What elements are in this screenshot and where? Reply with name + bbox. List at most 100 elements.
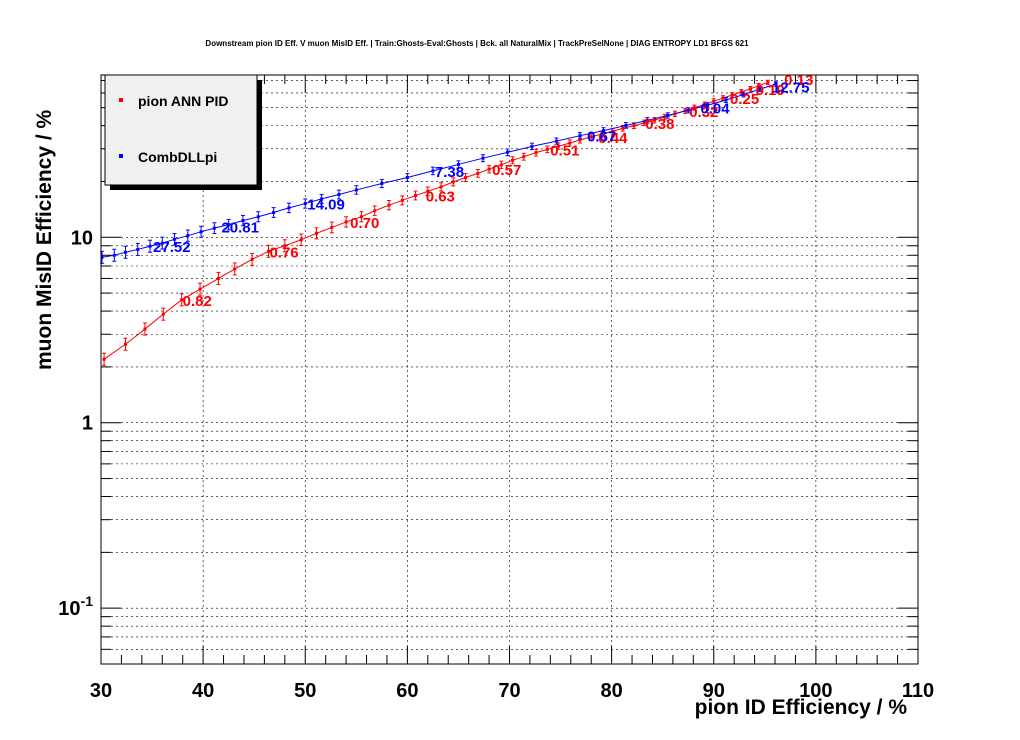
data-point (185, 229, 190, 242)
data-point (662, 113, 667, 121)
data-point (692, 104, 697, 111)
y-tick-labels: 10-1 1 10 (58, 227, 93, 620)
data-point (282, 239, 287, 253)
series-combdllpi (100, 81, 779, 264)
cut-value-label: 27.52 (153, 239, 191, 256)
legend-label-combdllpi: CombDLLpi (138, 149, 217, 165)
x-tick-label: 110 (902, 680, 934, 702)
data-point (266, 244, 271, 258)
data-point (475, 169, 480, 178)
data-point (463, 173, 468, 182)
data-point (232, 262, 237, 276)
data-point (724, 97, 729, 103)
data-point (112, 248, 117, 262)
data-point (521, 152, 526, 161)
series-layer (100, 79, 779, 366)
cut-value-label: 0.57 (492, 162, 521, 179)
data-point (534, 148, 539, 157)
data-point (198, 282, 203, 296)
data-point (425, 186, 430, 197)
x-tick-label: 70 (498, 680, 520, 702)
data-point (142, 322, 147, 336)
data-point (135, 242, 140, 256)
data-point (645, 117, 650, 124)
data-point (529, 142, 534, 151)
data-point (102, 352, 107, 366)
data-point (439, 182, 444, 192)
x-tick-labels: 30 40 50 60 70 80 90 100 110 (90, 680, 934, 702)
y-tick-label: 10 (71, 227, 93, 249)
data-point (299, 233, 304, 247)
cut-value-label: 0.63 (426, 188, 455, 205)
data-point (480, 154, 485, 163)
data-point (314, 227, 319, 240)
data-point (199, 225, 204, 238)
cut-value-label: 14.09 (307, 197, 345, 214)
data-point (430, 166, 435, 176)
data-point (499, 160, 504, 169)
data-point (413, 190, 418, 201)
data-point (123, 245, 128, 259)
data-point (757, 86, 762, 92)
chart-title: Downstream pion ID Eff. V muon MisID Eff… (205, 39, 749, 48)
data-point (765, 79, 770, 86)
x-tick-label: 100 (799, 680, 832, 702)
data-point (303, 198, 308, 209)
data-point (250, 252, 255, 266)
legend-box (104, 74, 258, 186)
legend-label-pion-ann-pid: pion ANN PID (138, 93, 228, 109)
data-point (510, 156, 515, 165)
data-point (148, 239, 153, 253)
x-tick-label: 90 (703, 680, 725, 702)
data-point (567, 139, 572, 147)
x-tick-label: 60 (396, 680, 418, 702)
x-tick-label: 80 (601, 680, 623, 702)
data-point (379, 178, 384, 189)
legend: pion ANN PID CombDLLpi (104, 74, 262, 190)
cut-value-label: 0.70 (350, 215, 379, 232)
data-point (336, 189, 341, 200)
cut-value-label: 0.76 (269, 244, 298, 261)
axis-ticks (100, 75, 919, 665)
cut-value-label: 0.32 (689, 104, 718, 121)
cut-value-label: 0.44 (598, 130, 628, 147)
cut-value-label: 0.51 (550, 142, 579, 159)
data-point (286, 202, 291, 214)
data-point (451, 177, 456, 187)
data-point (665, 112, 670, 119)
data-point (179, 293, 184, 307)
data-point (505, 148, 510, 157)
data-point (705, 102, 710, 109)
cut-value-label: 20.81 (221, 220, 259, 237)
cut-value-label: 0.13 (784, 72, 813, 89)
data-point (487, 164, 492, 174)
data-point (226, 218, 231, 231)
cut-value-label: 0.67 (587, 129, 616, 146)
series-line-combdllpi (101, 83, 777, 258)
data-point (354, 185, 359, 195)
legend-swatch-combdllpi (119, 154, 123, 158)
data-point (748, 86, 753, 92)
data-point (123, 337, 128, 351)
data-point (545, 145, 550, 154)
data-point (212, 222, 217, 235)
data-point (554, 137, 559, 145)
cut-value-label: 0.04 (700, 101, 730, 118)
data-point (160, 236, 165, 250)
data-point (329, 221, 334, 234)
plot-frame (100, 74, 919, 665)
y-axis-title: muon MisID Efficiency / % (33, 109, 56, 370)
cut-value-label: 0.82 (183, 293, 212, 310)
data-point (172, 233, 177, 246)
data-point (271, 207, 276, 218)
x-tick-label: 40 (192, 680, 214, 702)
data-point (400, 195, 405, 206)
data-point (577, 132, 582, 140)
x-axis-title: pion ID Efficiency / % (695, 696, 908, 719)
data-point (589, 133, 594, 141)
data-point (774, 81, 779, 87)
legend-swatch-pion-ann-pid (119, 98, 123, 102)
data-point (741, 91, 746, 98)
data-point (344, 216, 349, 228)
data-point (386, 199, 391, 211)
